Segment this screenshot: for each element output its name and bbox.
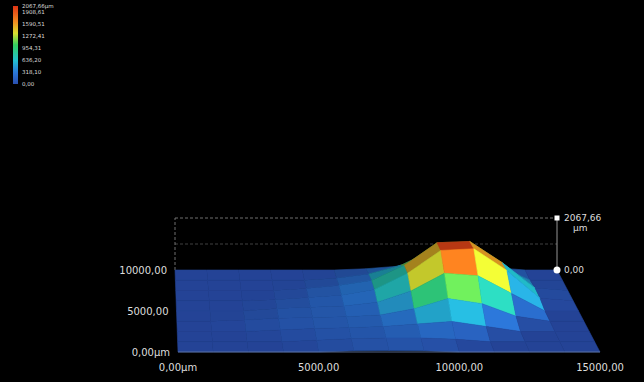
svg-text:1908,61: 1908,61 [22, 9, 45, 15]
svg-text:1590,51: 1590,51 [22, 21, 45, 27]
svg-text:15000,00: 15000,00 [576, 362, 624, 373]
svg-text:10000,00: 10000,00 [119, 265, 167, 276]
svg-text:0,00: 0,00 [22, 81, 35, 87]
svg-text:1272,41: 1272,41 [22, 33, 45, 39]
svg-text:0,00: 0,00 [564, 265, 584, 275]
svg-text:954,31: 954,31 [22, 45, 41, 51]
svg-text:636,20: 636,20 [22, 57, 42, 63]
svg-text:µm: µm [573, 223, 588, 233]
svg-text:5000,00: 5000,00 [127, 306, 168, 317]
svg-text:5000,00: 5000,00 [298, 362, 339, 373]
svg-text:0,00µm: 0,00µm [132, 347, 170, 358]
svg-text:2067,66: 2067,66 [564, 213, 601, 223]
svg-text:2067,66µm: 2067,66µm [22, 3, 54, 9]
svg-text:10000,00: 10000,00 [435, 362, 483, 373]
svg-text:318,10: 318,10 [22, 69, 42, 75]
svg-text:0,00µm: 0,00µm [159, 362, 197, 373]
